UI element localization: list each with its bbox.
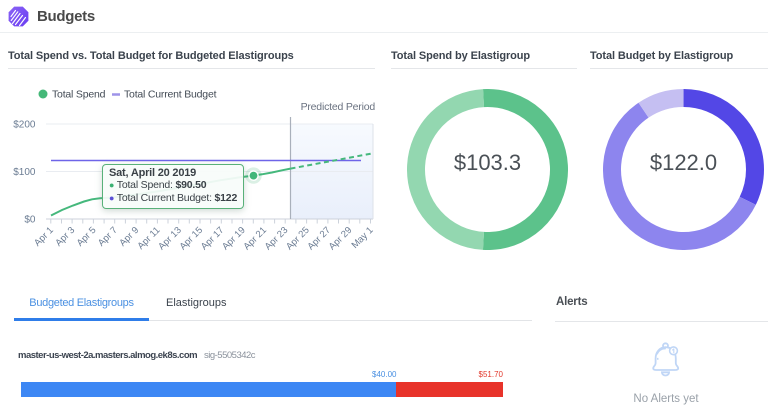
svg-text:Apr 17: Apr 17 [199, 225, 227, 253]
svg-text:Apr 3: Apr 3 [53, 225, 77, 249]
svg-text:Apr 21: Apr 21 [241, 225, 269, 253]
svg-text:Predicted Period: Predicted Period [301, 101, 376, 113]
svg-text:Apr 23: Apr 23 [263, 225, 291, 253]
svg-text:Apr 13: Apr 13 [156, 225, 184, 253]
svg-text:May 1: May 1 [350, 225, 376, 251]
svg-text:Total Current Budget: Total Current Budget [124, 89, 217, 101]
svg-text:Apr 27: Apr 27 [305, 225, 333, 253]
svg-text:Apr 7: Apr 7 [96, 225, 120, 249]
svg-text:$100: $100 [13, 167, 36, 178]
svg-text:Apr 1: Apr 1 [32, 225, 56, 249]
svg-text:Apr 29: Apr 29 [327, 225, 355, 253]
svg-text:Total Spend: Total Spend [52, 89, 106, 101]
svg-text:$0: $0 [24, 215, 36, 226]
svg-text:Apr 25: Apr 25 [284, 225, 312, 253]
svg-text:$200: $200 [13, 120, 36, 131]
svg-text:Apr 15: Apr 15 [178, 225, 206, 253]
svg-text:Apr 19: Apr 19 [220, 225, 248, 253]
svg-text:Apr 5: Apr 5 [75, 225, 99, 249]
